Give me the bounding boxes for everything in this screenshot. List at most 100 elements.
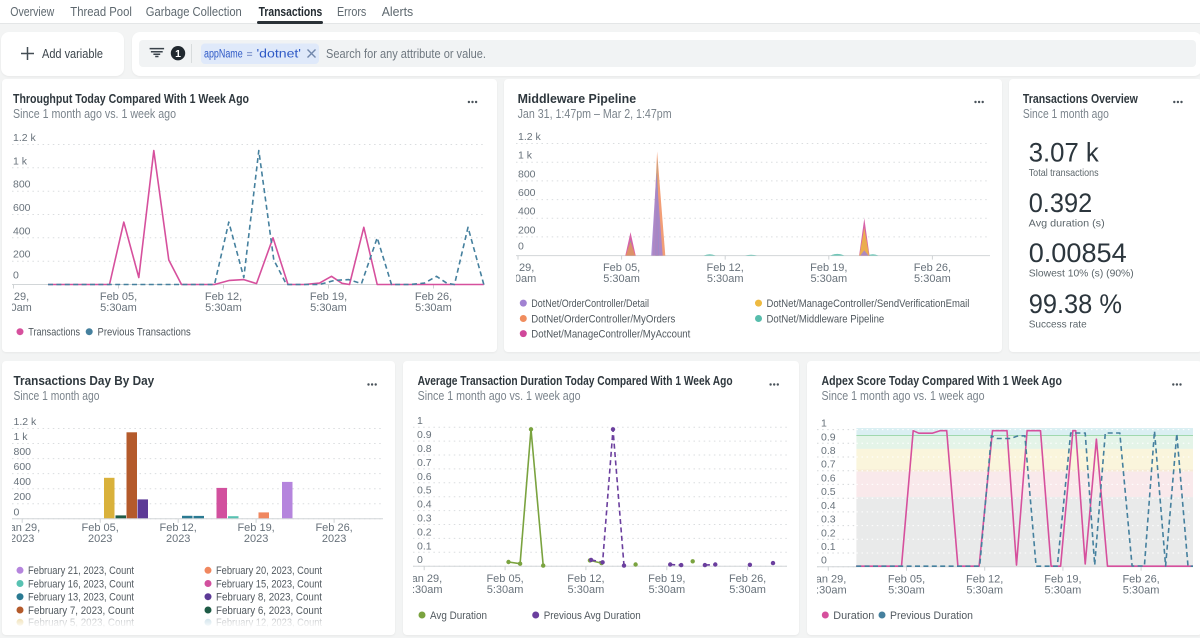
svg-text:200: 200: [518, 224, 536, 236]
svg-text:Feb 26,: Feb 26,: [914, 262, 951, 274]
svg-text:0.6: 0.6: [417, 471, 432, 483]
svg-text:2023: 2023: [88, 533, 112, 545]
svg-text:Feb 12,: Feb 12,: [966, 574, 1003, 586]
svg-text:February 15, 2023, Count: February 15, 2023, Count: [216, 578, 322, 590]
svg-text:29,: 29,: [519, 262, 534, 274]
svg-text:5:30am: 5:30am: [205, 302, 242, 314]
svg-text:5:30am: 5:30am: [415, 302, 452, 314]
svg-text:appName: appName: [204, 49, 243, 61]
svg-text:0.2: 0.2: [417, 526, 432, 538]
svg-text:600: 600: [518, 187, 536, 199]
svg-text:Avg Duration: Avg Duration: [430, 610, 487, 622]
svg-text:200: 200: [14, 491, 32, 503]
svg-text:1 k: 1 k: [518, 150, 533, 162]
svg-text:February 13, 2023, Count: February 13, 2023, Count: [28, 592, 134, 604]
svg-text:5:30am: 5:30am: [648, 584, 685, 596]
svg-text:Duration: Duration: [833, 610, 874, 622]
svg-text:DotNet/Middleware Pipeline: DotNet/Middleware Pipeline: [767, 313, 885, 325]
svg-text:Throughput Today Compared With: Throughput Today Compared With 1 Week Ag…: [13, 92, 249, 106]
svg-text:DotNet/ManageController/MyAcco: DotNet/ManageController/MyAccount: [531, 328, 690, 340]
svg-text:Average Transaction Duration T: Average Transaction Duration Today Compa…: [418, 374, 733, 388]
svg-text:3.07 k: 3.07 k: [1029, 138, 1100, 168]
svg-text:Feb 05,: Feb 05,: [603, 262, 640, 274]
svg-text:Jan 31, 1:47pm – Mar 2, 1:47pm: Jan 31, 1:47pm – Mar 2, 1:47pm: [518, 107, 672, 121]
svg-text:1.2 k: 1.2 k: [518, 131, 542, 143]
svg-text:0.7: 0.7: [417, 457, 432, 469]
svg-text:400: 400: [13, 225, 31, 237]
svg-text:=: =: [247, 49, 253, 61]
svg-text:2023: 2023: [322, 533, 346, 545]
svg-text:0.5: 0.5: [417, 485, 432, 497]
svg-text:0.9: 0.9: [417, 429, 432, 441]
svg-text:Since 1 month ago: Since 1 month ago: [1023, 107, 1109, 121]
svg-text:Transactions Overview: Transactions Overview: [1023, 92, 1138, 106]
svg-text:Overview: Overview: [10, 5, 55, 19]
svg-text:Feb 05,: Feb 05,: [486, 573, 523, 585]
svg-text:5:30am: 5:30am: [888, 585, 925, 597]
svg-text:Jan 29,: Jan 29,: [810, 574, 846, 586]
svg-text:5:30am: 5:30am: [1123, 585, 1160, 597]
svg-text:5:30am: 5:30am: [310, 302, 347, 314]
svg-text:Feb 05,: Feb 05,: [100, 291, 137, 303]
svg-text:5:30am: 5:30am: [966, 585, 1003, 597]
svg-text:5:30am: 5:30am: [729, 584, 766, 596]
svg-text:Previous Transactions: Previous Transactions: [98, 327, 192, 339]
svg-text:5:30am: 5:30am: [487, 584, 524, 596]
svg-text:February 7, 2023, Count: February 7, 2023, Count: [28, 605, 134, 617]
svg-text:Since 1 month ago vs. 1 week a: Since 1 month ago vs. 1 week ago: [13, 107, 176, 121]
svg-text:800: 800: [14, 446, 32, 458]
svg-text:Adpex Score Today Compared Wit: Adpex Score Today Compared With 1 Week A…: [822, 374, 1063, 388]
svg-text:0.8: 0.8: [417, 443, 432, 455]
svg-text:0: 0: [417, 554, 423, 566]
svg-text:Previous Duration: Previous Duration: [890, 610, 973, 622]
svg-text:Previous Avg Duration: Previous Avg Duration: [544, 610, 641, 622]
svg-text:2023: 2023: [166, 533, 190, 545]
svg-text:Search for any attribute or va: Search for any attribute or value.: [326, 47, 486, 61]
svg-text:Middleware Pipeline: Middleware Pipeline: [518, 92, 637, 106]
svg-text:5:30am: 5:30am: [603, 273, 640, 285]
svg-text:Feb 05,: Feb 05,: [82, 522, 119, 534]
svg-text:5:30am: 5:30am: [500, 273, 537, 285]
svg-text:Feb 26,: Feb 26,: [1122, 574, 1159, 586]
svg-text:800: 800: [13, 179, 31, 191]
svg-text:Feb 26,: Feb 26,: [315, 522, 352, 534]
svg-text:Add variable: Add variable: [42, 47, 103, 61]
svg-text:5:30am: 5:30am: [568, 584, 605, 596]
svg-text:800: 800: [518, 168, 536, 180]
svg-text:Total transactions: Total transactions: [1029, 167, 1099, 179]
svg-text:0.4: 0.4: [417, 499, 432, 511]
svg-text:February 6, 2023, Count: February 6, 2023, Count: [216, 605, 322, 617]
svg-text:Since 1 month ago: Since 1 month ago: [14, 389, 100, 403]
svg-text:Since 1 month ago vs. 1 week a: Since 1 month ago vs. 1 week ago: [822, 389, 985, 403]
svg-text:February 20, 2023, Count: February 20, 2023, Count: [216, 565, 322, 577]
svg-text:5:30am: 5:30am: [914, 273, 951, 285]
svg-text:Transactions: Transactions: [28, 327, 80, 339]
svg-text:Garbage Collection: Garbage Collection: [146, 5, 242, 19]
svg-text:Feb 19,: Feb 19,: [237, 522, 274, 534]
svg-text:February 21, 2023, Count: February 21, 2023, Count: [28, 565, 134, 577]
svg-text:600: 600: [13, 202, 31, 214]
svg-text:99.38 %: 99.38 %: [1029, 289, 1122, 319]
svg-text:5:30am: 5:30am: [406, 584, 443, 596]
svg-text:400: 400: [14, 476, 32, 488]
svg-text:5:30am: 5:30am: [100, 302, 137, 314]
svg-text:1 k: 1 k: [13, 155, 28, 167]
svg-text:0: 0: [13, 270, 19, 282]
svg-text:Feb 19,: Feb 19,: [1044, 574, 1081, 586]
svg-text:0.9: 0.9: [821, 431, 836, 443]
svg-text:Feb 05,: Feb 05,: [888, 574, 925, 586]
svg-text:Jan 29,: Jan 29,: [406, 573, 442, 585]
svg-text:2023: 2023: [244, 533, 268, 545]
svg-text:Feb 19,: Feb 19,: [810, 262, 847, 274]
svg-text:1.2 k: 1.2 k: [14, 416, 38, 428]
svg-text:1.2 k: 1.2 k: [13, 132, 37, 144]
svg-text:0.4: 0.4: [821, 500, 836, 512]
svg-text:Feb 19,: Feb 19,: [648, 573, 685, 585]
svg-text:February 16, 2023, Count: February 16, 2023, Count: [28, 578, 134, 590]
svg-text:5:30am: 5:30am: [810, 273, 847, 285]
svg-text:5:30am: 5:30am: [707, 273, 744, 285]
svg-text:0.2: 0.2: [821, 527, 836, 539]
svg-text:Feb 12,: Feb 12,: [160, 522, 197, 534]
svg-text:0.392: 0.392: [1029, 188, 1093, 218]
svg-text:Feb 19,: Feb 19,: [310, 291, 347, 303]
